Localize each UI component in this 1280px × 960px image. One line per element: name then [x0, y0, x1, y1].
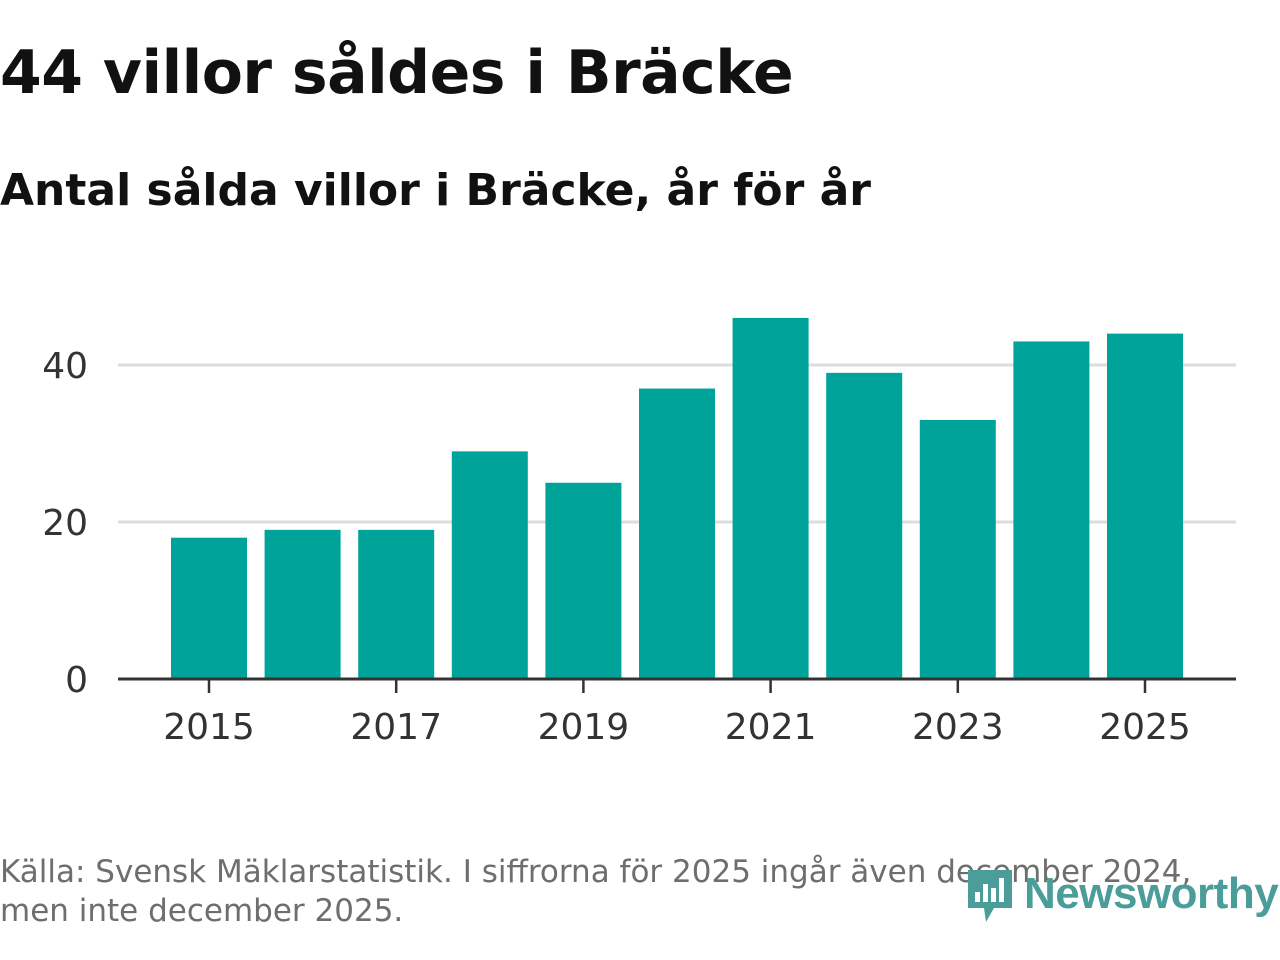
newsworthy-logo-icon: [968, 870, 1012, 922]
x-tick-label-2019: 2019: [538, 707, 630, 748]
x-tick-label-2023: 2023: [912, 707, 1004, 748]
brand-name: Newsworthy: [1024, 869, 1279, 918]
bar-2021: [732, 317, 809, 679]
x-tick-label-2021: 2021: [725, 707, 817, 748]
x-tick-label-2025: 2025: [1099, 707, 1191, 748]
bar-2015: [171, 537, 247, 679]
axes: 0 20 40 2015 2017 2019 2021 2023 2025: [42, 346, 1236, 748]
bar-2025: [1107, 333, 1183, 679]
brand-logo: Newsworthy: [964, 862, 1279, 926]
bars: [171, 317, 1183, 679]
bar-2019: [545, 482, 622, 679]
y-tick-label-0: 0: [65, 660, 88, 701]
x-tick-label-2017: 2017: [350, 707, 442, 748]
bar-2018: [451, 451, 528, 679]
bar-2024: [1013, 341, 1090, 679]
bar-2017: [358, 529, 435, 679]
chart-subtitle: Antal sålda villor i Bräcke, år för år: [0, 165, 871, 216]
bar-2023: [919, 419, 996, 679]
y-tick-label-20: 20: [42, 503, 88, 544]
y-tick-label-40: 40: [42, 346, 88, 387]
bar-2016: [264, 529, 341, 679]
bar-2022: [826, 372, 903, 679]
chart-title: 44 villor såldes i Bräcke: [0, 38, 794, 108]
x-tick-label-2015: 2015: [163, 707, 255, 748]
bar-2020: [639, 388, 715, 679]
